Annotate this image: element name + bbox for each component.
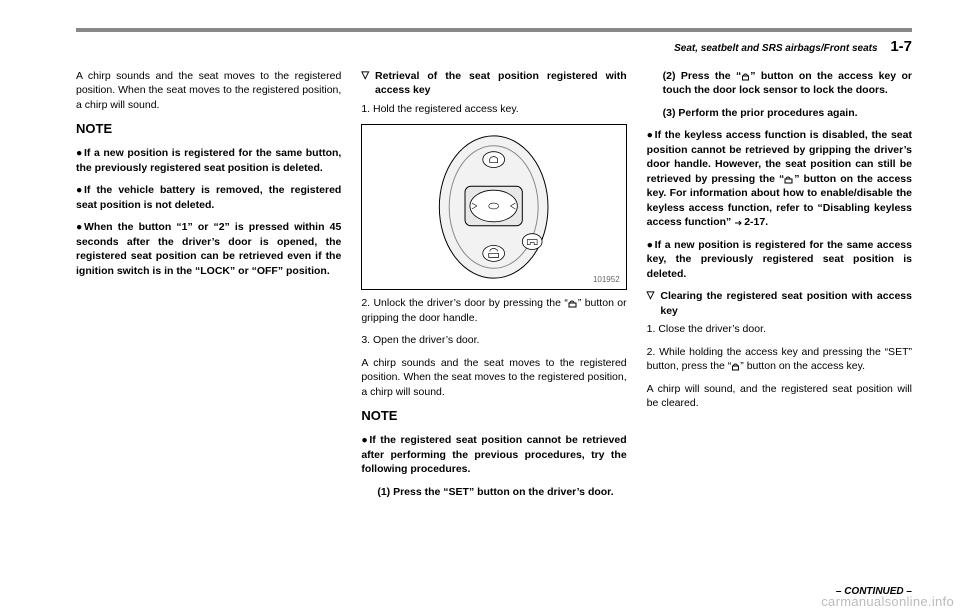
page-header: Seat, seatbelt and SRS airbags/Front sea… xyxy=(76,38,912,55)
step: 1. Hold the registered access key. xyxy=(361,102,626,116)
subsection-heading: ▽ Clearing the registered seat position … xyxy=(647,289,912,318)
step-text-a: 2. Unlock the driver’s door by pressing … xyxy=(361,297,568,309)
step: 2. Unlock the driver’s door by pressing … xyxy=(361,296,626,325)
page-number: 1-7 xyxy=(890,38,912,55)
content-columns: A chirp sounds and the seat moves to the… xyxy=(76,69,912,507)
header-rule xyxy=(76,28,912,32)
step: 2. While holding the access key and pres… xyxy=(647,345,912,374)
note-bullet: ●When the button “1” or “2” is pressed w… xyxy=(76,220,341,278)
text-c: 2-17. xyxy=(744,216,768,228)
note-text: When the button “1” or “2” is pressed wi… xyxy=(76,221,341,276)
note-bullet: ●If the keyless access function is disab… xyxy=(647,128,912,229)
note-bullet: ●If a new position is registered for the… xyxy=(647,238,912,281)
subsection-title: Retrieval of the seat position registere… xyxy=(375,69,627,98)
watermark: carmanualsonline.info xyxy=(821,594,954,609)
step-text-b: ” button on the access key. xyxy=(740,360,865,372)
note-heading: NOTE xyxy=(76,120,341,138)
text-a: (2) Press the “ xyxy=(663,70,742,82)
note-text: If the vehicle battery is removed, the r… xyxy=(76,184,341,210)
key-fob-illustration xyxy=(362,125,625,289)
note-heading: NOTE xyxy=(361,407,626,425)
step: 3. Open the driver’s door. xyxy=(361,333,626,347)
key-fob-figure: 101952 xyxy=(361,124,626,290)
triangle-icon: ▽ xyxy=(361,69,369,83)
column-1: A chirp sounds and the seat moves to the… xyxy=(76,69,341,507)
paragraph: A chirp will sound, and the registered s… xyxy=(647,382,912,411)
breadcrumb: Seat, seatbelt and SRS airbags/Front sea… xyxy=(674,43,877,54)
lock-icon xyxy=(731,362,740,371)
figure-number: 101952 xyxy=(593,274,620,285)
column-2: ▽ Retrieval of the seat position registe… xyxy=(361,69,626,507)
note-substep: (1) Press the “SET” button on the driver… xyxy=(361,485,626,499)
lock-icon xyxy=(741,72,750,81)
note-substep: (3) Perform the prior procedures again. xyxy=(647,106,912,120)
column-3: (2) Press the “ ” button on the access ke… xyxy=(647,69,912,507)
unlock-icon xyxy=(568,299,578,308)
paragraph: A chirp sounds and the seat moves to the… xyxy=(361,356,626,399)
note-substep: (2) Press the “” button on the access ke… xyxy=(647,69,912,98)
note-bullet: ●If a new position is registered for the… xyxy=(76,146,341,175)
subsection-heading: ▽ Retrieval of the seat position registe… xyxy=(361,69,626,98)
note-text: If the registered seat position cannot b… xyxy=(361,434,626,475)
triangle-icon: ▽ xyxy=(647,289,655,303)
subsection-title: Clearing the registered seat position wi… xyxy=(660,289,912,318)
pointer-icon xyxy=(734,219,744,227)
note-bullet: ●If the registered seat position cannot … xyxy=(361,433,626,476)
unlock-icon xyxy=(784,175,794,184)
note-text: If a new position is registered for the … xyxy=(647,239,912,280)
step: 1. Close the driver’s door. xyxy=(647,322,912,336)
paragraph: A chirp sounds and the seat moves to the… xyxy=(76,69,341,112)
note-bullet: ●If the vehicle battery is removed, the … xyxy=(76,183,341,212)
note-text: If a new position is registered for the … xyxy=(76,147,341,173)
